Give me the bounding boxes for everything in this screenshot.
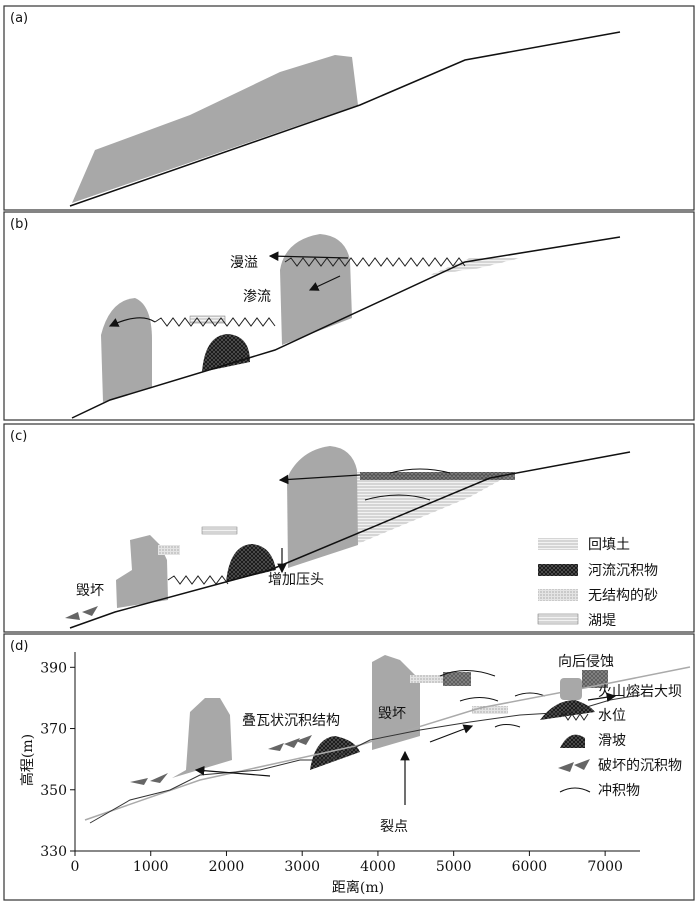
landslide — [202, 334, 250, 372]
arrow — [108, 317, 156, 327]
legend-label: 滑坡 — [598, 732, 626, 749]
legend-swatch — [574, 759, 590, 770]
panel-label: (d) — [10, 639, 28, 654]
fill — [355, 472, 515, 545]
dam — [287, 446, 358, 568]
annotation: 漫溢 — [230, 255, 258, 271]
x-tick-label: 3000 — [284, 859, 320, 875]
x-tick-label: 2000 — [209, 859, 245, 875]
legend-label: 水位 — [598, 708, 626, 724]
legend-label: 无结构的砂 — [588, 588, 658, 604]
x-tick-label: 1000 — [133, 859, 169, 875]
y-tick-label: 390 — [40, 660, 67, 676]
dam — [280, 234, 352, 345]
frame — [3, 633, 695, 901]
legend-swatch — [538, 564, 578, 576]
x-tick-label: 6000 — [512, 859, 548, 875]
x-tick-label: 7000 — [587, 859, 623, 875]
legend-swatch — [559, 787, 591, 793]
dam — [172, 698, 232, 778]
arrow — [278, 474, 361, 485]
debris — [130, 735, 312, 785]
legend-swatch — [559, 713, 589, 721]
x-axis-label: 距离(m) — [332, 879, 384, 896]
legend-label: 河流沉积物 — [588, 563, 658, 579]
y-tick-label: 330 — [40, 844, 67, 860]
fill — [158, 545, 180, 555]
panel-d: (d) 向后侵蚀 叠瓦状沉积结构 毁坏 裂点 火山熔岩大坝 水位 滑坡 破坏的沉… — [3, 633, 695, 901]
debris — [65, 612, 80, 620]
levee — [364, 494, 431, 501]
panel-c: (c) 毁坏 增加压头 回填土 河流沉积物 无结构的砂 湖堤 — [3, 423, 695, 633]
fill — [443, 672, 471, 686]
legend-label: 火山熔岩大坝 — [598, 684, 682, 700]
profile — [89, 694, 641, 824]
fill — [360, 472, 515, 480]
legend-swatch — [560, 734, 585, 748]
arrow — [429, 724, 474, 743]
levee — [389, 468, 451, 474]
alluvium — [439, 670, 546, 728]
annotation: 叠瓦状沉积结构 — [242, 713, 340, 729]
legend-label: 湖堤 — [588, 613, 616, 629]
annotation: 毁坏 — [378, 706, 406, 722]
legend-label: 冲积物 — [598, 783, 640, 799]
arrow — [587, 692, 617, 702]
dam — [116, 535, 168, 608]
legend-swatch — [560, 678, 582, 700]
debris — [82, 606, 98, 616]
annotation: 裂点 — [380, 819, 408, 835]
dam — [101, 298, 152, 402]
x-tick-label: 0 — [71, 859, 80, 875]
panel-label: (a) — [10, 11, 28, 26]
fill — [472, 706, 508, 714]
legend-label: 破坏的沉积物 — [598, 758, 682, 774]
panel-label: (c) — [10, 429, 27, 444]
water-level — [284, 257, 466, 267]
annotation: 渗流 — [243, 289, 271, 305]
fill — [430, 258, 520, 275]
panel-b: (b) 漫溢 渗流 — [3, 211, 695, 421]
legend-label: 回填土 — [588, 537, 630, 553]
profile — [84, 666, 691, 821]
water-level — [154, 317, 276, 327]
y-tick-label: 370 — [40, 722, 67, 738]
frame — [3, 423, 695, 633]
frame — [3, 211, 695, 421]
y-tick-label: 350 — [40, 783, 67, 799]
slope — [69, 451, 631, 629]
legend-swatch — [558, 762, 574, 772]
x-tick-label: 5000 — [436, 859, 472, 875]
panel-a: (a) — [3, 5, 695, 211]
water-level — [167, 575, 229, 585]
annotation: 毁坏 — [76, 583, 104, 599]
fill — [582, 670, 608, 688]
panel-label: (b) — [10, 217, 28, 232]
annotation: 增加压头 — [268, 572, 324, 588]
y-axis-label: 高程(m) — [19, 734, 36, 786]
legend-swatch — [538, 538, 578, 550]
landslide — [310, 736, 360, 770]
legend-swatch — [538, 589, 578, 601]
fill — [410, 675, 445, 683]
slope — [69, 31, 621, 207]
arrow — [268, 251, 349, 262]
annotation: 向后侵蚀 — [558, 653, 614, 670]
dam — [72, 55, 358, 203]
fill — [201, 526, 238, 535]
slope — [71, 236, 621, 419]
landslide — [540, 700, 595, 720]
legend-swatch — [537, 613, 579, 625]
frame — [3, 5, 695, 211]
arrow — [194, 765, 271, 777]
arrow — [308, 275, 341, 291]
dam — [372, 655, 420, 750]
x-tick-label: 4000 — [360, 859, 396, 875]
